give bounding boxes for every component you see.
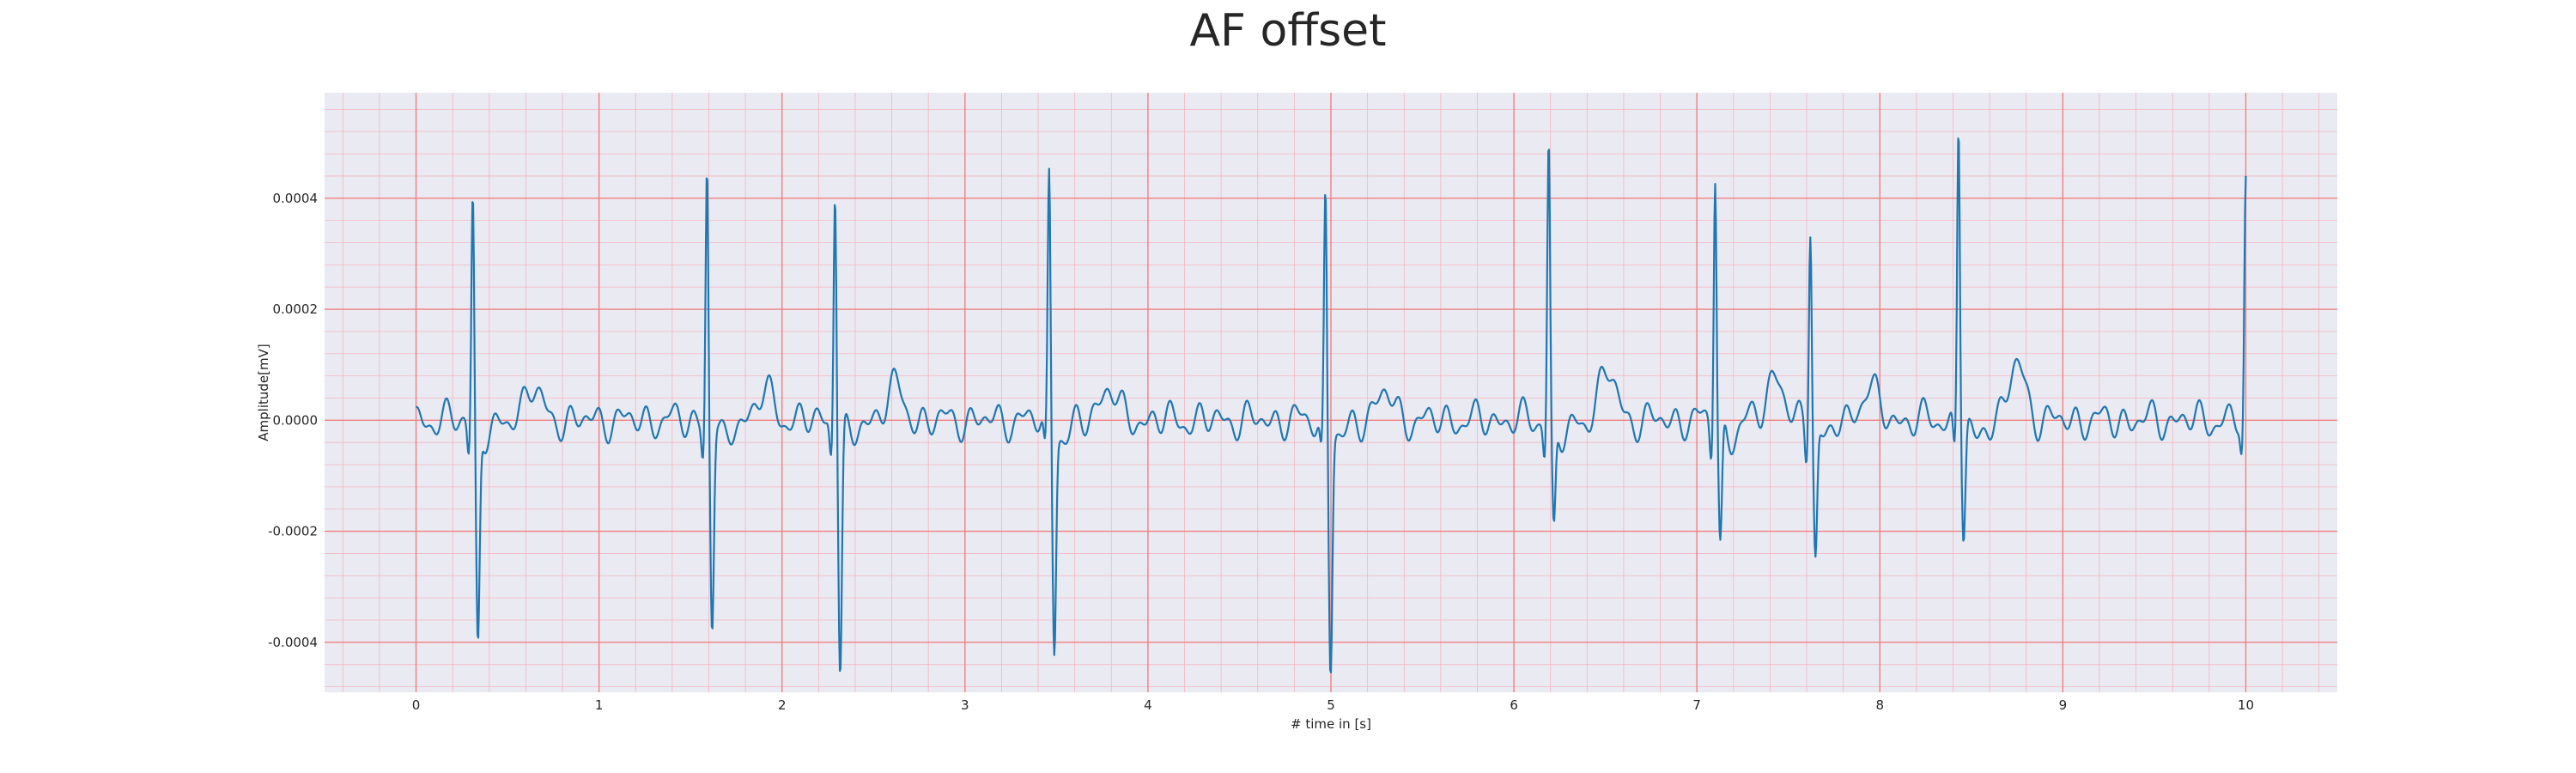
x-tick-label: 6 [1510, 697, 1518, 713]
chart-title: AF offset [1189, 5, 1387, 57]
major-grid [325, 93, 2337, 692]
y-axis-label: Amplitude[mV] [256, 344, 271, 441]
x-tick-label: 1 [595, 697, 604, 713]
x-tick-label: 0 [412, 697, 421, 713]
x-axis-label: # time in [s] [1291, 716, 1371, 732]
y-tick-label: 0.0000 [273, 412, 319, 428]
x-tick-label: 4 [1144, 697, 1152, 713]
ecg-signal-line [415, 137, 2247, 673]
x-tick-label: 3 [961, 697, 969, 713]
x-tick-label: 8 [1875, 697, 1884, 713]
y-tick-labels: 0.0004 0.0002 0.0000 -0.0002 -0.0004 [268, 191, 318, 650]
y-tick-label: 0.0002 [273, 301, 319, 317]
y-tick-label: 0.0004 [273, 191, 319, 206]
x-tick-label: 5 [1327, 697, 1335, 713]
y-tick-label: -0.0004 [268, 635, 318, 650]
x-tick-label: 7 [1692, 697, 1701, 713]
x-tick-label: 10 [2238, 697, 2254, 713]
x-tick-label: 2 [778, 697, 787, 713]
x-tick-labels: 0 1 2 3 4 5 6 7 8 9 10 [412, 697, 2254, 713]
y-tick-label: -0.0002 [268, 524, 318, 539]
x-tick-label: 9 [2059, 697, 2068, 713]
